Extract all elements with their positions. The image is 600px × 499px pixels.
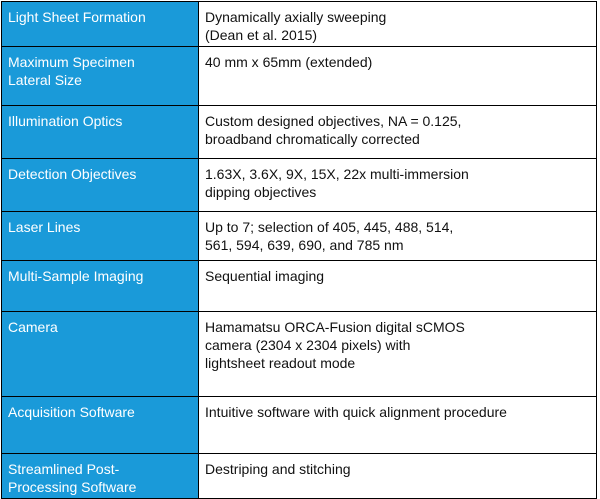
- table-row: Illumination Optics Custom designed obje…: [1, 105, 597, 159]
- spec-label: Illumination Optics: [1, 105, 199, 159]
- spec-value: Up to 7; selection of 405, 445, 488, 514…: [198, 211, 597, 261]
- spec-value: Dynamically axially sweeping (Dean et al…: [198, 1, 597, 47]
- spec-value: 1.63X, 3.6X, 9X, 15X, 22x multi-immersio…: [198, 158, 597, 212]
- spec-label: Maximum Specimen Lateral Size: [1, 46, 199, 106]
- spec-value: Sequential imaging: [198, 260, 597, 312]
- spec-label: Streamlined Post- Processing Software: [1, 453, 199, 499]
- table-row: Light Sheet Formation Dynamically axiall…: [1, 1, 597, 47]
- spec-value: 40 mm x 65mm (extended): [198, 46, 597, 106]
- spec-label: Light Sheet Formation: [1, 1, 199, 47]
- spec-label: Acquisition Software: [1, 396, 199, 454]
- table-row: Acquisition Software Intuitive software …: [1, 396, 597, 454]
- spec-value: Hamamatsu ORCA-Fusion digital sCMOS came…: [198, 311, 597, 397]
- table-row: Multi-Sample Imaging Sequential imaging: [1, 260, 597, 312]
- spec-label: Camera: [1, 311, 199, 397]
- spec-value: Intuitive software with quick alignment …: [198, 396, 597, 454]
- table-row: Maximum Specimen Lateral Size 40 mm x 65…: [1, 46, 597, 106]
- spec-label: Multi-Sample Imaging: [1, 260, 199, 312]
- table-row: Streamlined Post- Processing Software De…: [1, 453, 597, 499]
- table-row: Detection Objectives 1.63X, 3.6X, 9X, 15…: [1, 158, 597, 212]
- table-row: Laser Lines Up to 7; selection of 405, 4…: [1, 211, 597, 261]
- spec-value: Custom designed objectives, NA = 0.125, …: [198, 105, 597, 159]
- spec-label: Laser Lines: [1, 211, 199, 261]
- spec-label: Detection Objectives: [1, 158, 199, 212]
- table-row: Camera Hamamatsu ORCA-Fusion digital sCM…: [1, 311, 597, 397]
- spec-value: Destriping and stitching: [198, 453, 597, 499]
